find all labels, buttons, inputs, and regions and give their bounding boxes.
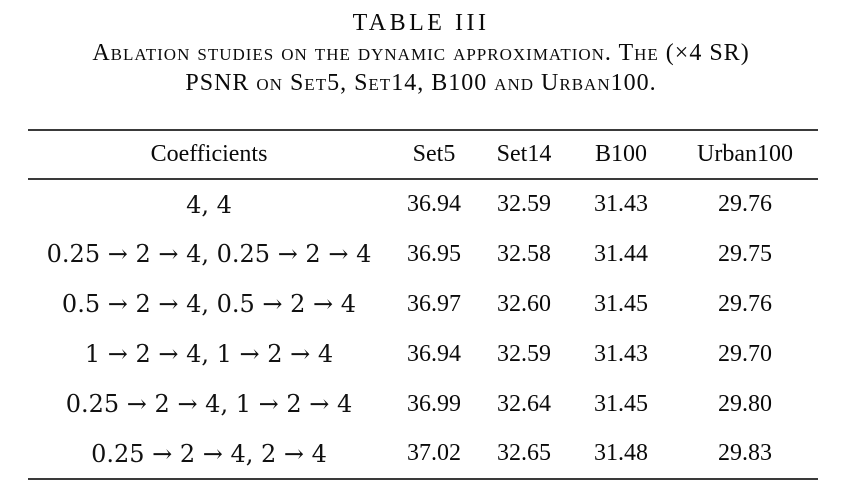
value-cell: 32.64	[497, 390, 551, 417]
coefficient-cell: 0.25 → 2 → 4, 1 → 2 → 4	[65, 390, 353, 418]
value-cell: 36.94	[407, 340, 461, 367]
column-header-urban100: Urban100	[672, 130, 818, 180]
header-row: Coefficients Set5 Set14 B100 Urban100	[28, 130, 818, 180]
value-cell: 31.43	[594, 340, 648, 367]
caption-line-1: Ablation studies on the dynamic approxim…	[92, 40, 750, 66]
value-cell: 36.95	[407, 240, 461, 267]
column-header-coefficients: Coefficients	[28, 130, 390, 180]
coefficient-cell: 4, 4	[186, 190, 232, 219]
value-cell: 31.45	[594, 290, 648, 317]
coefficient-cell: 0.25 → 2 → 4, 0.25 → 2 → 4	[46, 240, 372, 268]
value-cell: 36.94	[407, 191, 461, 217]
value-cell: 31.44	[594, 240, 648, 267]
value-cell: 32.60	[497, 290, 551, 317]
coefficient-cell: 1 → 2 → 4, 1 → 2 → 4	[84, 340, 334, 368]
value-cell: 32.59	[497, 191, 551, 217]
table-row: 1 → 2 → 4, 1 → 2 → 4 36.94 32.59 31.43 2…	[28, 329, 818, 379]
column-header-set14: Set14	[478, 130, 570, 180]
value-cell: 29.76	[718, 191, 772, 217]
value-cell: 32.58	[497, 240, 551, 267]
value-cell: 36.99	[407, 390, 461, 417]
table-row: 0.25 → 2 → 4, 0.25 → 2 → 4 36.95 32.58 3…	[28, 229, 818, 279]
value-cell: 29.80	[718, 390, 772, 417]
value-cell: 32.59	[497, 340, 551, 367]
value-cell: 37.02	[407, 440, 461, 466]
value-cell: 29.70	[718, 340, 772, 367]
table-row: 0.25 → 2 → 4, 1 → 2 → 4 36.99 32.64 31.4…	[28, 379, 818, 429]
table-row: 0.5 → 2 → 4, 0.5 → 2 → 4 36.97 32.60 31.…	[28, 279, 818, 329]
coefficient-cell: 0.25 → 2 → 4, 2 → 4	[91, 439, 327, 468]
value-cell: 29.76	[718, 290, 772, 317]
value-cell: 32.65	[497, 440, 551, 466]
value-cell: 31.48	[594, 440, 648, 466]
column-header-b100: B100	[570, 130, 672, 180]
results-table: Coefficients Set5 Set14 B100 Urban100 4,…	[28, 129, 818, 480]
table-number-title: TABLE III	[352, 10, 490, 36]
value-cell: 31.45	[594, 390, 648, 417]
caption-line-2: PSNR on Set5, Set14, B100 and Urban100.	[185, 70, 657, 96]
value-cell: 29.75	[718, 240, 772, 267]
table-row: 0.25 → 2 → 4, 2 → 4 37.02 32.65 31.48 29…	[28, 429, 818, 479]
column-header-set5: Set5	[390, 130, 478, 180]
value-cell: 36.97	[407, 290, 461, 317]
value-cell: 29.83	[718, 440, 772, 466]
table-row: 4, 4 36.94 32.59 31.43 29.76	[28, 179, 818, 229]
value-cell: 31.43	[594, 191, 648, 217]
coefficient-cell: 0.5 → 2 → 4, 0.5 → 2 → 4	[61, 290, 357, 318]
table-caption: Ablation studies on the dynamic approxim…	[0, 38, 842, 98]
